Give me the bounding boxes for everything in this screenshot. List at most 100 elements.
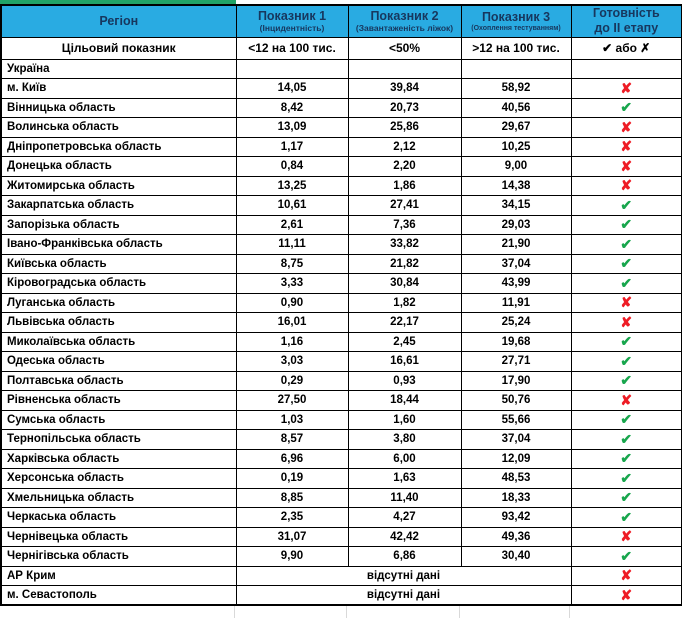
indicator1-cell[interactable]: 1,17	[235, 136, 349, 157]
readiness-cell[interactable]: ✘	[570, 585, 682, 606]
indicator1-cell[interactable]: 6,96	[235, 448, 349, 469]
indicator2-cell[interactable]: 1,60	[347, 409, 462, 430]
indicator2-cell[interactable]: 1,86	[347, 175, 462, 196]
readiness-cell[interactable]: ✔	[570, 546, 682, 567]
readiness-cell[interactable]: ✘	[570, 175, 682, 196]
region-cell[interactable]: Волинська область	[0, 117, 237, 138]
indicator1-cell[interactable]: 9,90	[235, 546, 349, 567]
region-cell[interactable]: Тернопільська область	[0, 429, 237, 450]
indicator3-cell[interactable]: 49,36	[460, 526, 572, 547]
indicator3-cell[interactable]: 37,04	[460, 429, 572, 450]
indicator3-cell[interactable]: 29,67	[460, 117, 572, 138]
region-cell[interactable]: Кіровоградська область	[0, 273, 237, 294]
indicator3-cell[interactable]	[460, 58, 572, 79]
indicator3-cell[interactable]: 30,40	[460, 546, 572, 567]
indicator1-cell[interactable]: 10,61	[235, 195, 349, 216]
region-cell[interactable]: Сумська область	[0, 409, 237, 430]
indicator2-cell[interactable]	[347, 58, 462, 79]
indicator2-cell[interactable]: 7,36	[347, 214, 462, 235]
indicator1-cell[interactable]: 1,16	[235, 331, 349, 352]
region-cell[interactable]: Хмельницька область	[0, 487, 237, 508]
indicator3-cell[interactable]: 21,90	[460, 234, 572, 255]
indicator3-cell[interactable]: 58,92	[460, 78, 572, 99]
region-cell[interactable]: Київська область	[0, 253, 237, 274]
readiness-cell[interactable]: ✘	[570, 292, 682, 313]
indicator1-cell[interactable]: 27,50	[235, 390, 349, 411]
indicator1-cell[interactable]: 16,01	[235, 312, 349, 333]
region-cell[interactable]: АР Крим	[0, 565, 237, 586]
region-cell[interactable]: Донецька область	[0, 156, 237, 177]
readiness-cell[interactable]: ✔	[570, 448, 682, 469]
indicator2-cell[interactable]: 25,86	[347, 117, 462, 138]
indicator2-cell[interactable]: 11,40	[347, 487, 462, 508]
col-header-indicator1[interactable]: Показник 1 (Інцидентність)	[235, 4, 349, 38]
indicator1-cell[interactable]: 8,75	[235, 253, 349, 274]
region-cell[interactable]: Житомирська область	[0, 175, 237, 196]
readiness-cell[interactable]: ✔	[570, 195, 682, 216]
indicator3-cell[interactable]: 93,42	[460, 507, 572, 528]
indicator3-cell[interactable]: 34,15	[460, 195, 572, 216]
indicator2-cell[interactable]: 20,73	[347, 97, 462, 118]
indicator2-cell[interactable]: 1,63	[347, 468, 462, 489]
readiness-cell[interactable]: ✔	[570, 487, 682, 508]
indicator3-cell[interactable]: 40,56	[460, 97, 572, 118]
readiness-cell[interactable]: ✔	[570, 468, 682, 489]
indicator3-cell[interactable]: 19,68	[460, 331, 572, 352]
indicator1-cell[interactable]: 1,03	[235, 409, 349, 430]
region-cell[interactable]: Львівська область	[0, 312, 237, 333]
indicator2-cell[interactable]: 18,44	[347, 390, 462, 411]
readiness-cell[interactable]: ✘	[570, 136, 682, 157]
indicator1-cell[interactable]: 11,11	[235, 234, 349, 255]
target-label-cell[interactable]: Цільовий показник	[0, 36, 237, 60]
region-cell[interactable]: Івано-Франківська область	[0, 234, 237, 255]
indicator3-cell[interactable]: 18,33	[460, 487, 572, 508]
indicator1-cell[interactable]: 31,07	[235, 526, 349, 547]
indicator3-cell[interactable]: 10,25	[460, 136, 572, 157]
empty-cell[interactable]	[347, 606, 460, 618]
empty-cell[interactable]	[460, 606, 570, 618]
readiness-cell[interactable]: ✔	[570, 351, 682, 372]
indicator2-cell[interactable]: 0,93	[347, 370, 462, 391]
indicator2-cell[interactable]: 16,61	[347, 351, 462, 372]
readiness-cell[interactable]: ✔	[570, 273, 682, 294]
indicator1-cell[interactable]	[235, 58, 349, 79]
region-cell[interactable]: Луганська область	[0, 292, 237, 313]
readiness-cell[interactable]: ✔	[570, 429, 682, 450]
readiness-cell[interactable]: ✘	[570, 526, 682, 547]
indicator2-cell[interactable]: 3,80	[347, 429, 462, 450]
indicator2-cell[interactable]: 2,12	[347, 136, 462, 157]
readiness-cell[interactable]: ✔	[570, 507, 682, 528]
readiness-cell[interactable]: ✔	[570, 234, 682, 255]
readiness-cell[interactable]: ✔	[570, 409, 682, 430]
region-cell[interactable]: Вінницька область	[0, 97, 237, 118]
readiness-cell[interactable]: ✔	[570, 331, 682, 352]
no-data-cell[interactable]: відсутні дані	[235, 585, 572, 606]
empty-cell[interactable]	[0, 606, 235, 618]
region-cell[interactable]: Одеська область	[0, 351, 237, 372]
indicator1-cell[interactable]: 3,03	[235, 351, 349, 372]
indicator2-cell[interactable]: 33,82	[347, 234, 462, 255]
region-cell[interactable]: Харківська область	[0, 448, 237, 469]
indicator2-cell[interactable]: 39,84	[347, 78, 462, 99]
indicator2-cell[interactable]: 2,45	[347, 331, 462, 352]
region-cell[interactable]: Черкаська область	[0, 507, 237, 528]
region-cell[interactable]: Закарпатська область	[0, 195, 237, 216]
indicator3-cell[interactable]: 29,03	[460, 214, 572, 235]
indicator1-cell[interactable]: 2,61	[235, 214, 349, 235]
indicator2-cell[interactable]: 2,20	[347, 156, 462, 177]
indicator3-cell[interactable]: 11,91	[460, 292, 572, 313]
indicator2-cell[interactable]: 42,42	[347, 526, 462, 547]
indicator2-cell[interactable]: 4,27	[347, 507, 462, 528]
region-cell[interactable]: Миколаївська область	[0, 331, 237, 352]
indicator3-cell[interactable]: 17,90	[460, 370, 572, 391]
indicator2-cell[interactable]: 1,82	[347, 292, 462, 313]
indicator1-cell[interactable]: 13,25	[235, 175, 349, 196]
target-indicator3-cell[interactable]: >12 на 100 тис.	[460, 36, 572, 60]
indicator1-cell[interactable]: 0,84	[235, 156, 349, 177]
region-cell[interactable]: Рівненська область	[0, 390, 237, 411]
empty-cell[interactable]	[570, 606, 681, 618]
indicator1-cell[interactable]: 13,09	[235, 117, 349, 138]
indicator2-cell[interactable]: 6,86	[347, 546, 462, 567]
target-indicator1-cell[interactable]: <12 на 100 тис.	[235, 36, 349, 60]
indicator1-cell[interactable]: 0,29	[235, 370, 349, 391]
